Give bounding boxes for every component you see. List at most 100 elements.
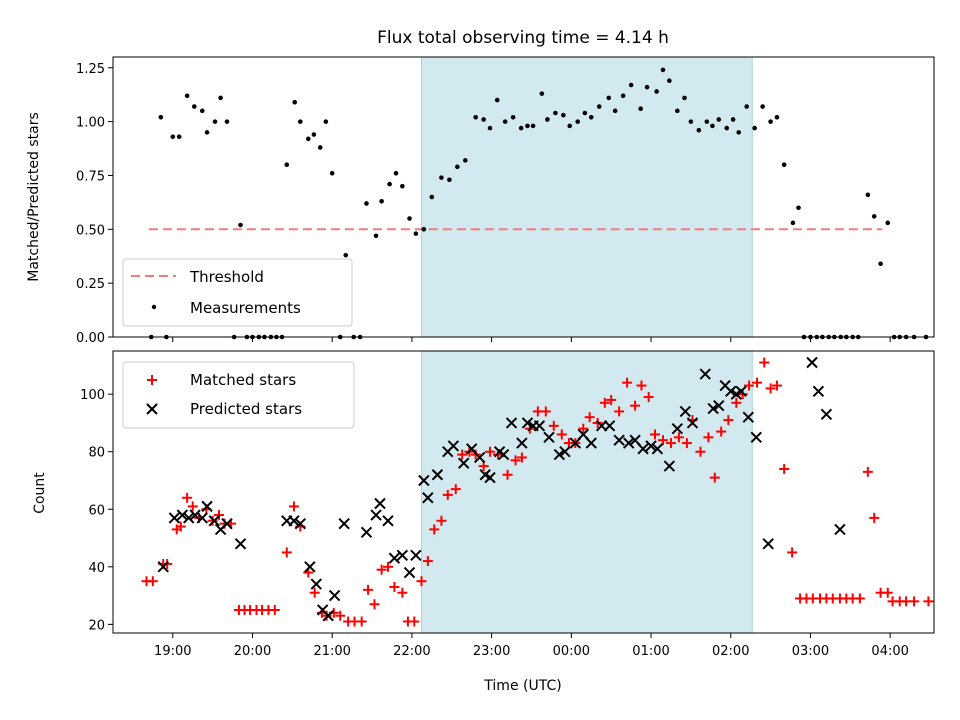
predicted-star-point xyxy=(679,405,692,418)
measurement-point xyxy=(878,261,883,267)
matched-star-point xyxy=(556,429,567,440)
predicted-star-point xyxy=(834,523,846,536)
bottom-y-tick-label: 100 xyxy=(80,388,105,403)
predicted-star-point xyxy=(418,474,430,487)
measurement-point xyxy=(413,231,419,236)
measurement-point xyxy=(774,115,780,120)
predicted-star-point xyxy=(505,417,518,429)
top-y-tick-label: 1.00 xyxy=(76,116,105,131)
predicted-star-point xyxy=(637,443,649,455)
predicted-star-point xyxy=(157,561,169,573)
matched-star-point xyxy=(207,515,218,526)
bottom-y-tick-label: 60 xyxy=(88,503,105,518)
bottom-panel: 19:00 20:00 21:00 22:00 23:00 00:00 01:00 02:00… xyxy=(32,350,935,694)
measurement-point xyxy=(502,119,508,124)
measurement-point xyxy=(184,93,190,99)
measurement-points xyxy=(148,67,929,340)
matched-star-point xyxy=(540,406,551,417)
legend-matched-label: Matched stars xyxy=(190,371,296,389)
matched-star-point xyxy=(854,593,865,604)
matched-star-point xyxy=(779,463,790,474)
matched-star-point xyxy=(429,524,440,535)
matched-star-point xyxy=(869,512,880,523)
bottom-legend: Matched stars Predicted stars xyxy=(122,361,355,429)
predicted-star-point xyxy=(623,437,635,449)
measurement-point xyxy=(575,119,581,124)
predicted-star-point xyxy=(725,385,737,397)
matched-star-point xyxy=(673,432,684,443)
matched-star-point xyxy=(376,564,387,575)
measurement-point xyxy=(612,108,618,114)
measurement-point xyxy=(323,119,329,124)
measurement-point xyxy=(364,201,369,206)
measurement-point xyxy=(667,78,672,83)
x-tick-label: 22:00 xyxy=(393,644,430,659)
measurement-point xyxy=(170,134,176,139)
x-tick-label: 19:00 xyxy=(154,644,191,659)
predicted-star-point xyxy=(447,440,460,452)
predicted-star-point xyxy=(473,451,486,464)
predicted-star-point xyxy=(176,509,189,521)
measurement-point xyxy=(400,183,405,189)
top-axis-ticks: 0.00 0.25 0.50 0.75 1.00 1.25 xyxy=(76,62,891,346)
predicted-star-point xyxy=(431,469,444,481)
measurement-point xyxy=(688,119,694,124)
matched-star-point xyxy=(175,521,186,532)
predicted-star-point xyxy=(686,417,699,429)
matched-star-point xyxy=(636,380,647,391)
top-y-tick-label: 0.75 xyxy=(76,169,105,184)
measurement-point xyxy=(710,123,715,129)
matched-star-point xyxy=(450,484,461,495)
bottom-axis-ticks: 19:00 20:00 21:00 22:00 23:00 00:00 01:00 02:00… xyxy=(80,388,909,659)
matched-star-point xyxy=(548,420,559,431)
matched-star-point xyxy=(578,423,589,434)
predicted-star-point xyxy=(533,420,546,432)
top-y-tick-label: 0.50 xyxy=(76,223,105,238)
matched-star-point xyxy=(321,610,332,621)
x-tick-label: 00:00 xyxy=(553,644,590,659)
matched-star-point xyxy=(657,435,668,446)
measurement-point xyxy=(582,110,588,116)
measurement-point xyxy=(317,145,323,150)
predicted-star-point xyxy=(516,437,528,449)
matched-star-point xyxy=(369,599,380,610)
measurement-point xyxy=(292,99,298,105)
matched-star-point xyxy=(502,469,513,480)
measurement-point xyxy=(311,132,317,137)
matched-star-point xyxy=(765,383,776,394)
measurement-point xyxy=(176,134,182,139)
measurement-point xyxy=(781,162,787,167)
measurement-point xyxy=(439,175,444,180)
matched-star-point xyxy=(363,584,374,595)
matched-star-point xyxy=(281,547,292,558)
matched-star-point xyxy=(695,446,706,457)
top-plot-frame xyxy=(112,56,935,338)
predicted-star-point xyxy=(585,437,597,449)
legend-matched-swatch xyxy=(147,375,157,385)
bottom-y-axis-label: Count xyxy=(32,472,48,514)
x-tick-label: 01:00 xyxy=(632,644,669,659)
matched-star-point xyxy=(182,492,193,503)
measurement-point xyxy=(387,181,392,187)
measurement-point xyxy=(539,91,545,96)
matched-star-point xyxy=(356,616,367,627)
matched-star-point xyxy=(771,380,782,391)
measurement-point xyxy=(373,233,379,239)
matched-star-point xyxy=(862,466,873,477)
measurement-point xyxy=(871,214,877,219)
predicted-star-point xyxy=(651,443,664,455)
predicted-star-point xyxy=(322,610,334,622)
matched-star-point xyxy=(485,446,496,457)
predicted-star-point xyxy=(762,538,774,550)
predicted-star-point xyxy=(806,356,818,369)
matched-star-point xyxy=(606,394,617,405)
matched-star-point xyxy=(416,576,427,587)
measurement-point xyxy=(204,130,210,135)
matched-star-point xyxy=(335,610,346,621)
matched-star-point xyxy=(630,400,641,411)
predicted-star-point xyxy=(645,440,657,452)
measurement-point xyxy=(588,115,594,120)
measurement-point xyxy=(447,177,452,183)
measurement-point xyxy=(704,119,710,124)
measurement-point xyxy=(638,106,643,111)
